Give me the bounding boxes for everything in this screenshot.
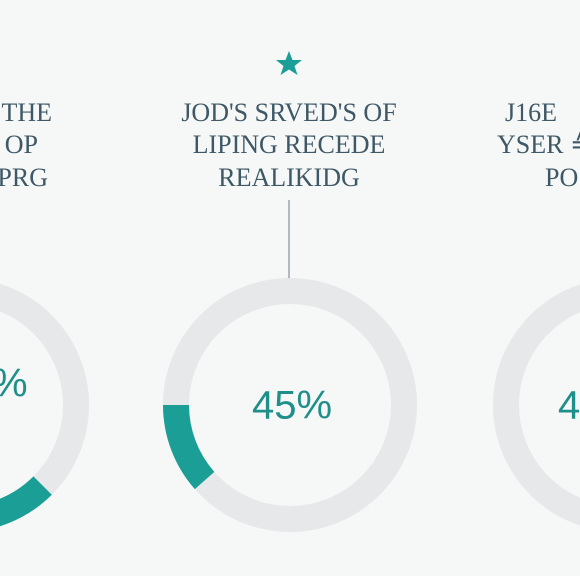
title-line: YSER ≙: [497, 130, 580, 159]
panel-left: THE OP PRG %: [0, 98, 89, 527]
title-line: REALIKIDG: [218, 163, 360, 192]
value-label: %: [0, 362, 28, 406]
title-line: PRG: [0, 163, 48, 192]
title-line: PO: [545, 163, 578, 192]
title-line: THE: [1, 98, 52, 127]
donut-track: [0, 283, 89, 527]
value-label: 45%: [252, 384, 332, 428]
title-line: LIPING RECEDE: [193, 130, 386, 159]
donut-arc: [163, 404, 215, 490]
donut-track: [493, 284, 580, 526]
title-line: OP: [5, 130, 38, 159]
title-line: J16E: [505, 98, 557, 127]
panel-middle: JOD'S SRVED'S OF LIPING RECEDE REALIKIDG…: [163, 98, 417, 532]
panel-right: J16E YSER ≙ PO 4: [493, 98, 580, 526]
star-icon: [276, 51, 302, 75]
title-line: JOD'S SRVED'S OF: [181, 98, 396, 127]
donut-arc: [0, 476, 52, 527]
value-label: 4: [558, 384, 580, 428]
